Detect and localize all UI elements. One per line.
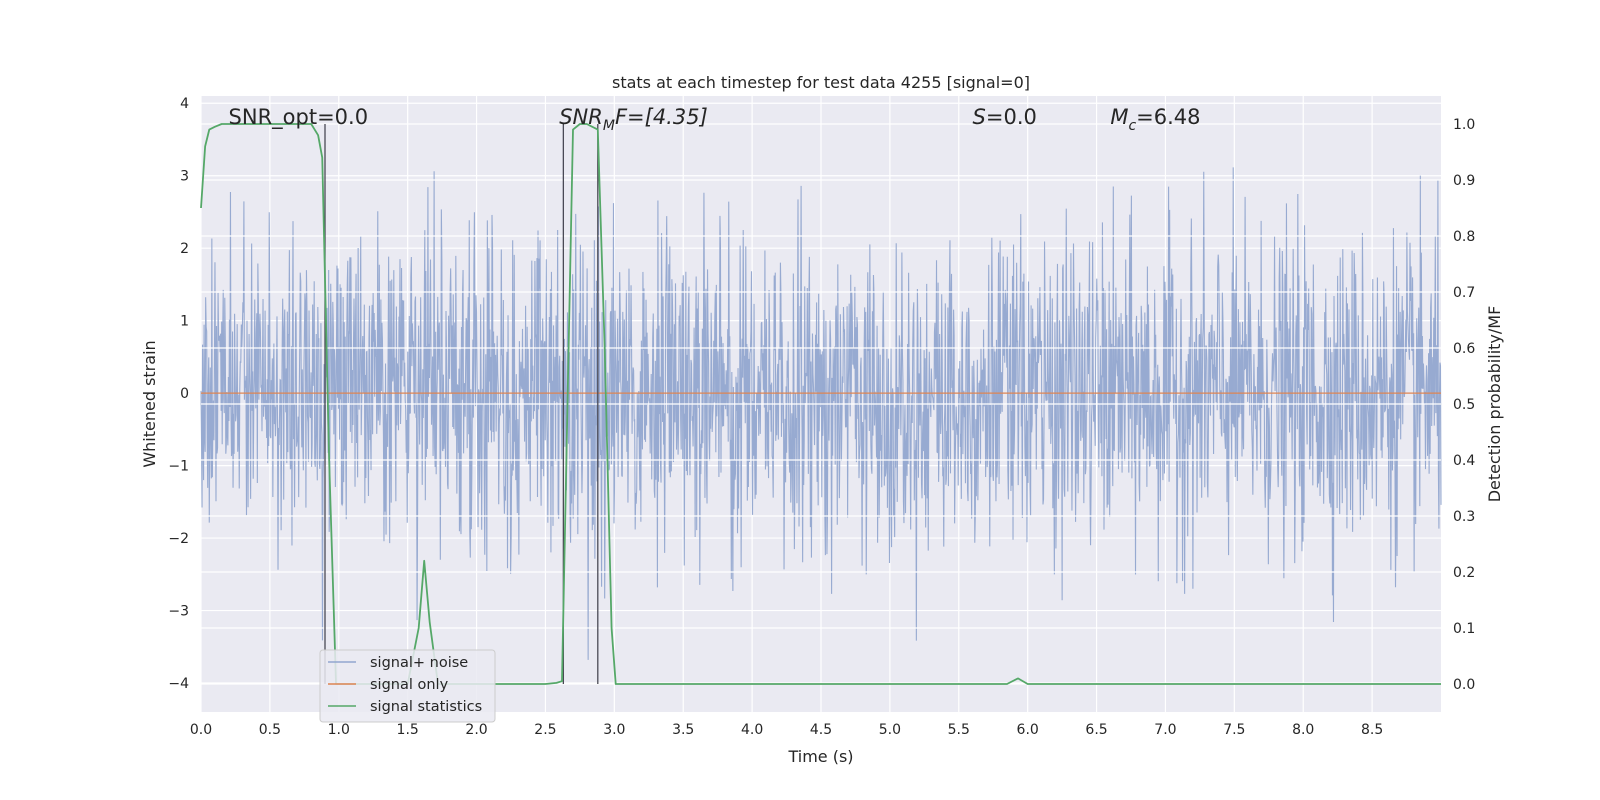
y-tick-label: −4 xyxy=(168,676,189,692)
x-tick-label: 2.5 xyxy=(534,722,556,738)
annotation-mc: Mc=6.48 xyxy=(1110,105,1200,134)
y-tick-labels: −4 −3 −2 −1 0 1 2 3 4 xyxy=(168,96,189,692)
y-tick-label: −1 xyxy=(168,459,189,475)
annotations: SNR_opt=0.0 SNRMF=[4.35] S=0.0 Mc=6.48 xyxy=(229,105,1201,134)
y2-tick-label: 0.3 xyxy=(1453,509,1475,525)
annotation-snr-mf-sub: M xyxy=(603,118,615,134)
y-tick-label: 3 xyxy=(180,169,189,185)
y2-tick-label: 0.8 xyxy=(1453,229,1475,245)
y-axis-label: Whitened strain xyxy=(140,340,159,467)
x-tick-label: 2.0 xyxy=(465,722,487,738)
x-tick-label: 0.0 xyxy=(190,722,212,738)
x-tick-label: 1.5 xyxy=(397,722,419,738)
annotation-mc-base: M xyxy=(1110,105,1128,129)
legend-label-signal-statistics: signal statistics xyxy=(370,699,482,715)
y2-tick-label: 0.2 xyxy=(1453,565,1475,581)
annotation-snr-mf-base: SNR xyxy=(559,105,603,129)
chart-title: stats at each timestep for test data 425… xyxy=(612,73,1030,92)
legend-label-signal-noise: signal+ noise xyxy=(370,655,468,671)
series-signal-statistics xyxy=(200,123,1441,685)
x-axis-label: Time (s) xyxy=(787,747,853,766)
legend-label-signal-only: signal only xyxy=(370,677,449,693)
x-tick-label: 6.0 xyxy=(1017,722,1039,738)
y2-axis-label: Detection probability/MF xyxy=(1485,306,1504,503)
annotation-mc-sub: c xyxy=(1128,118,1136,134)
x-tick-label: 5.0 xyxy=(879,722,901,738)
signal-statistics-line xyxy=(200,123,1441,685)
y-tick-label: 0 xyxy=(180,386,189,402)
legend-box xyxy=(319,649,496,723)
x-tick-label: 3.0 xyxy=(603,722,625,738)
y2-tick-label: 0.6 xyxy=(1453,341,1475,357)
y2-tick-label: 1.0 xyxy=(1453,117,1475,133)
y2-tick-label: 0.5 xyxy=(1453,397,1475,413)
annotation-s-rest: =0.0 xyxy=(986,105,1037,129)
y-tick-label: −2 xyxy=(168,531,189,547)
y2-tick-label: 0.0 xyxy=(1453,677,1475,693)
y-tick-label: −3 xyxy=(168,604,189,620)
x-tick-label: 4.5 xyxy=(810,722,832,738)
x-tick-label: 7.5 xyxy=(1223,722,1245,738)
y-tick-label: 4 xyxy=(180,96,189,112)
x-tick-label: 3.5 xyxy=(672,722,694,738)
x-tick-label: 7.0 xyxy=(1154,722,1176,738)
x-tick-label: 0.5 xyxy=(259,722,281,738)
x-tick-labels: 0.0 0.5 1.0 1.5 2.0 2.5 3.0 3.5 4.0 4.5 5.0 5.5 6.0 6… xyxy=(190,722,1383,738)
x-tick-label: 8.5 xyxy=(1361,722,1383,738)
annotation-snr-mf-rest: F=[4.35] xyxy=(615,105,708,129)
x-tick-label: 6.5 xyxy=(1085,722,1107,738)
legend: signal+ noise signal only signal statist… xyxy=(319,649,496,723)
y2-tick-label: 0.7 xyxy=(1453,285,1475,301)
x-tick-label: 1.0 xyxy=(328,722,350,738)
annotation-mc-rest: =6.48 xyxy=(1136,105,1200,129)
annotation-s-italic: S xyxy=(973,105,986,129)
x-tick-label: 5.5 xyxy=(948,722,970,738)
x-tick-label: 4.0 xyxy=(741,722,763,738)
y2-tick-label: 0.4 xyxy=(1453,453,1475,469)
annotation-snr-mf: SNRMF=[4.35] xyxy=(559,105,708,134)
annotation-s: S=0.0 xyxy=(973,105,1037,129)
y2-tick-labels: 0.0 0.1 0.2 0.3 0.4 0.5 0.6 0.7 0.8 0.9 1.0 xyxy=(1453,117,1475,693)
annotation-snr-opt: SNR_opt=0.0 xyxy=(229,105,369,130)
y-tick-label: 1 xyxy=(180,314,189,330)
y2-tick-label: 0.9 xyxy=(1453,173,1475,189)
y2-tick-label: 0.1 xyxy=(1453,621,1475,637)
y-tick-label: 2 xyxy=(180,241,189,257)
x-tick-label: 8.0 xyxy=(1292,722,1314,738)
